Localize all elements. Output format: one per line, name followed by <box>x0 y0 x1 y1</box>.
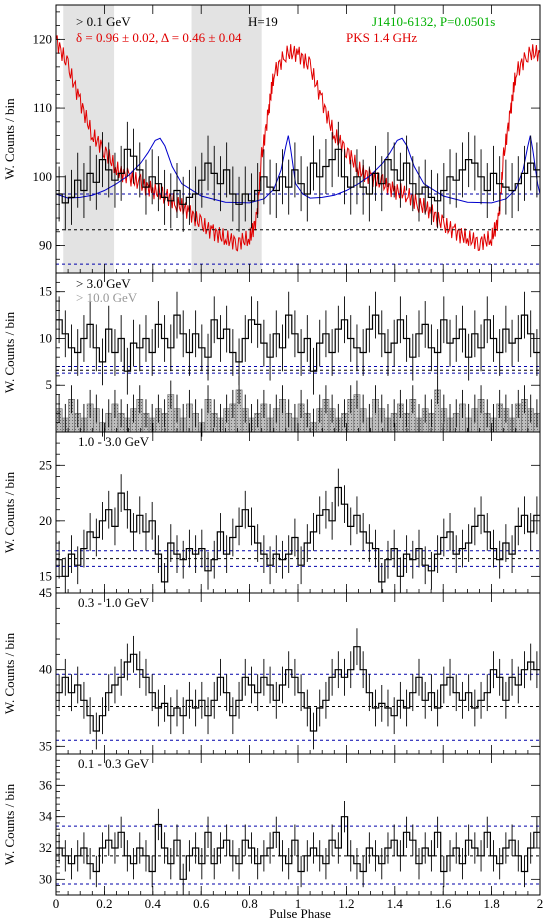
p3-histogram <box>56 486 540 583</box>
xtick-label: 1.2 <box>338 896 354 911</box>
xtick-label: 1 <box>295 896 302 911</box>
p1-radio-profile <box>55 35 541 252</box>
p1-radio-label: PKS 1.4 GHz <box>346 30 417 45</box>
panel-5: 30 32 34 36 W. Counts / bin <box>2 753 541 896</box>
panel-3: 15 20 25 W. Counts / bin <box>2 431 541 594</box>
p2-energy-label: > 3.0 GeV <box>76 276 131 291</box>
p3-frame <box>55 431 541 594</box>
p1-shade-0 <box>63 5 115 273</box>
panel-4: 35 40 45 W. Counts / bin <box>2 585 541 755</box>
p3-energy-label: 1.0 - 3.0 GeV <box>78 434 150 449</box>
p3-ylabel: W. Counts / bin <box>2 471 17 553</box>
p1-frame <box>55 4 541 274</box>
panel-1: 90 100 110 120 W. Counts / bin <box>2 4 541 274</box>
x-axis-label: Pulse Phase <box>269 906 331 921</box>
p5-histogram <box>56 816 540 880</box>
xtick-label: 2 <box>537 896 544 911</box>
p1-histogram <box>56 148 540 205</box>
xtick-label: 1.4 <box>387 896 404 911</box>
xtick-label: 1.8 <box>483 896 499 911</box>
p2-histogram <box>56 314 540 372</box>
p1-shade-1 <box>191 5 262 273</box>
p4-energy-label: 0.3 - 1.0 GeV <box>78 595 150 610</box>
p2-ytick-label: 15 <box>39 284 52 299</box>
xtick-label: 0.4 <box>145 896 162 911</box>
p5-ytick-label: 32 <box>39 840 52 855</box>
p2-ytick-label: 10 <box>39 330 52 345</box>
p4-frame <box>55 592 541 755</box>
p5-ylabel: W. Counts / bin <box>2 783 17 865</box>
p3-ytick-label: 20 <box>39 513 52 528</box>
p5-ytick-label: 36 <box>39 777 53 792</box>
p1-ylabel: W. Counts / bin <box>2 98 17 180</box>
xtick-label: 0.2 <box>96 896 112 911</box>
p4-ylabel: W. Counts / bin <box>2 632 17 714</box>
p1-ytick-label: 90 <box>39 238 52 253</box>
p1-ytick-label: 120 <box>33 31 53 46</box>
panel-2: 5 10 15 W. Counts / bin <box>2 272 541 437</box>
p2-ylabel: W. Counts / bin <box>2 311 17 393</box>
p1-ytick-label: 100 <box>33 169 53 184</box>
p4-ytick-label: 40 <box>39 662 52 677</box>
p1-energy-label: > 0.1 GeV <box>76 14 131 29</box>
xtick-label: 0.6 <box>193 896 210 911</box>
p4-histogram <box>56 646 540 732</box>
p4-ytick-label: 35 <box>39 738 52 753</box>
p1-fit-label: δ = 0.96 ± 0.02, Δ = 0.46 ± 0.04 <box>76 30 242 45</box>
p1-harmonic-label: H=19 <box>248 14 278 29</box>
p5-ytick-label: 34 <box>39 809 53 824</box>
xtick-label: 1.6 <box>435 896 452 911</box>
p5-energy-label: 0.1 - 0.3 GeV <box>78 756 150 771</box>
p2-ytick-label: 5 <box>46 377 53 392</box>
p5-frame <box>55 753 541 896</box>
p2-energy-label-2: > 10.0 GeV <box>76 290 138 305</box>
p3-ytick-label: 15 <box>39 568 52 583</box>
p5-ytick-label: 30 <box>39 871 52 886</box>
p1-ytick-label: 110 <box>33 100 52 115</box>
p3-ytick-label: 25 <box>39 457 52 472</box>
p1-model-curve <box>55 135 541 204</box>
xtick-label: 0.8 <box>241 896 257 911</box>
p4-ytick-label: 45 <box>39 585 52 600</box>
xtick-label: 0 <box>53 896 60 911</box>
p1-pulsar-label: J1410-6132, P=0.0501s <box>372 14 495 29</box>
